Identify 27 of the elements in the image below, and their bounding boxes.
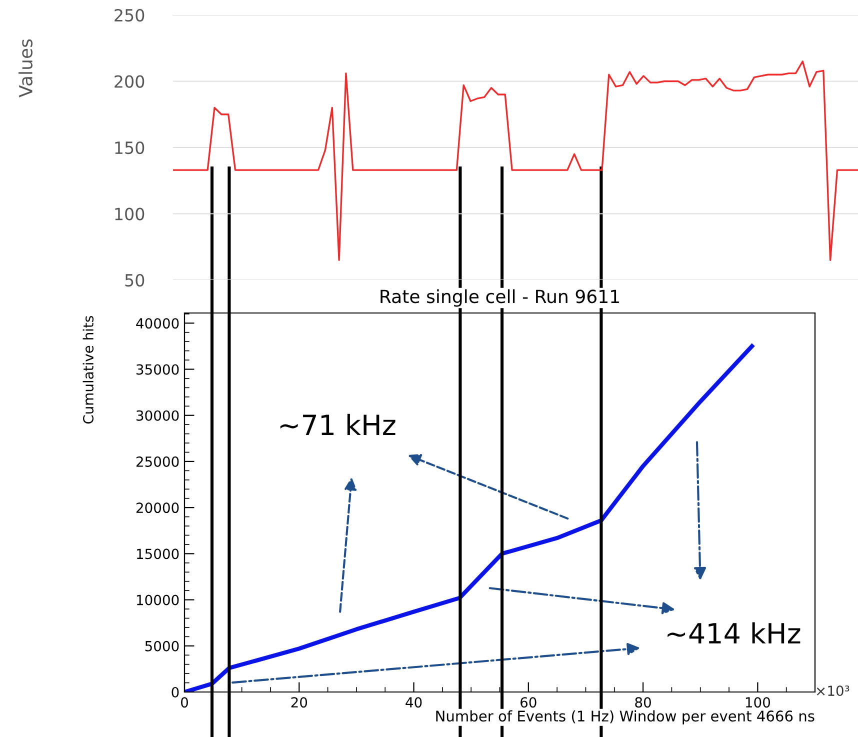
x-axis-title: Number of Events (1 Hz) Window per event 4666 ns [436, 710, 814, 724]
y-tick-label: 0 [172, 686, 179, 698]
y-axis-title: Values [18, 39, 32, 98]
x-tick-label: 80 [635, 697, 651, 708]
y-tick-label: 100 [115, 208, 144, 220]
y-tick-label: 40000 [136, 318, 179, 329]
x-tick-label: 100 [746, 697, 770, 708]
annotation: ~71 kHz [280, 414, 396, 436]
y-tick-label: 15000 [136, 548, 179, 560]
x-tick-label: 20 [291, 697, 308, 708]
y-tick-label: 10000 [136, 594, 179, 606]
y-axis-title: Cumulative hits [82, 316, 94, 424]
y-tick-label: 30000 [136, 410, 179, 421]
chart-title: Rate single cell - Run 9611 [380, 289, 619, 307]
x-tick-label: 40 [406, 697, 422, 708]
y-tick-label: 250 [114, 8, 144, 22]
y-tick-label: 20000 [136, 502, 179, 514]
text: ×10³ [816, 686, 850, 696]
x-tick-label: 60 [520, 697, 536, 708]
y-tick-label: 200 [114, 75, 144, 88]
y-tick-label: 25000 [136, 456, 179, 467]
y-tick-label: 5000 [145, 640, 179, 652]
annotation: ~414 kHz [668, 622, 800, 644]
x-tick-label: 0 [180, 697, 188, 708]
y-tick-label: 150 [115, 141, 144, 154]
y-tick-label: 35000 [136, 364, 179, 375]
y-tick-label: 50 [125, 274, 144, 287]
